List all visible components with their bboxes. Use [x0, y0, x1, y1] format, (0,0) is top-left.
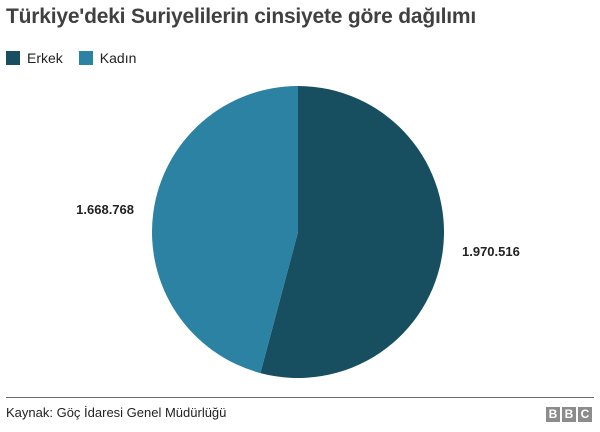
pie-slice-erkek — [260, 86, 445, 379]
legend-item-kadin: Kadın — [78, 50, 137, 66]
bbc-logo-letter-3: C — [578, 407, 592, 422]
legend-label-erkek: Erkek — [27, 50, 63, 66]
footer-divider — [6, 397, 594, 398]
legend-label-kadin: Kadın — [99, 50, 137, 66]
pie-slice-kadin — [152, 86, 298, 374]
chart-title: Türkiye'deki Suriyelilerin cinsiyete gör… — [6, 5, 477, 28]
legend-swatch-erkek — [6, 51, 20, 65]
bbc-logo-letter-1: B — [546, 407, 560, 422]
data-label-erkek: 1.970.516 — [462, 244, 520, 259]
data-label-kadin: 1.668.768 — [76, 202, 134, 217]
legend-item-erkek: Erkek — [6, 50, 63, 66]
pie-slices — [152, 86, 445, 379]
pie-chart: 1.970.516 1.668.768 — [76, 86, 520, 379]
pie-labels: 1.970.516 1.668.768 — [76, 202, 520, 259]
bbc-logo: B B C — [544, 407, 592, 422]
legend-swatch-kadin — [78, 51, 93, 65]
bbc-logo-letter-2: B — [562, 407, 576, 422]
legend: Erkek Kadın — [6, 50, 152, 66]
source-note: Kaynak: Göç İdaresi Genel Müdürlüğü — [6, 405, 227, 420]
